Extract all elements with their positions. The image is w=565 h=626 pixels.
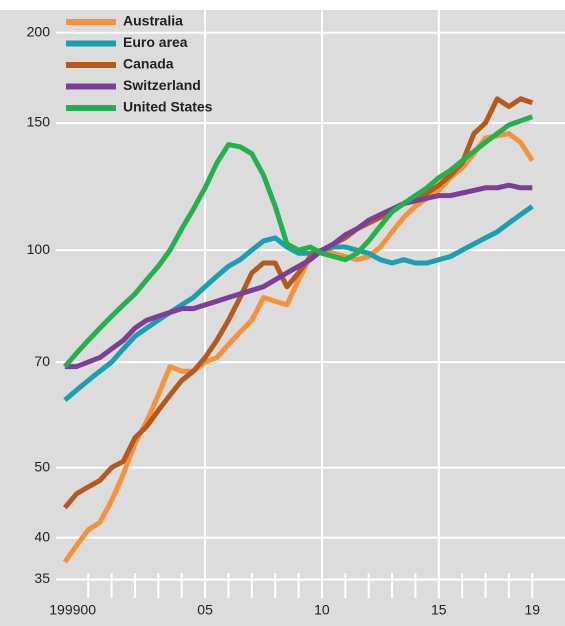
y-tick-label: 50 bbox=[34, 458, 50, 474]
legend-label: Euro area bbox=[123, 34, 188, 50]
y-tick-label: 100 bbox=[27, 241, 51, 257]
x-tick-label: 1999 bbox=[49, 602, 80, 618]
y-tick-label: 70 bbox=[34, 353, 50, 369]
x-tick-label: 19 bbox=[524, 602, 540, 618]
x-tick-label: 05 bbox=[197, 602, 213, 618]
series-line bbox=[62, 96, 534, 510]
legend-label: Canada bbox=[123, 56, 174, 72]
series-line bbox=[64, 182, 533, 370]
legend-label: United States bbox=[123, 99, 213, 115]
x-tick-label: 10 bbox=[314, 602, 330, 618]
y-tick-label: 150 bbox=[27, 114, 51, 130]
x-tick-label: 00 bbox=[80, 602, 96, 618]
series-line bbox=[63, 114, 534, 369]
top-strip bbox=[0, 0, 565, 10]
legend-label: Switzerland bbox=[123, 77, 201, 93]
y-tick-label: 200 bbox=[27, 23, 51, 39]
x-tick-label: 15 bbox=[431, 602, 447, 618]
legend-label: Australia bbox=[123, 13, 183, 29]
y-tick-label: 35 bbox=[34, 570, 50, 586]
y-tick-label: 40 bbox=[34, 528, 50, 544]
series-line bbox=[63, 204, 534, 403]
